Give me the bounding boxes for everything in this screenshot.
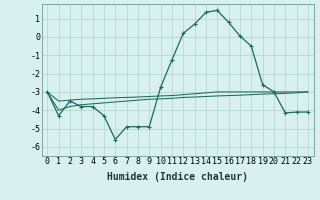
- X-axis label: Humidex (Indice chaleur): Humidex (Indice chaleur): [107, 172, 248, 182]
